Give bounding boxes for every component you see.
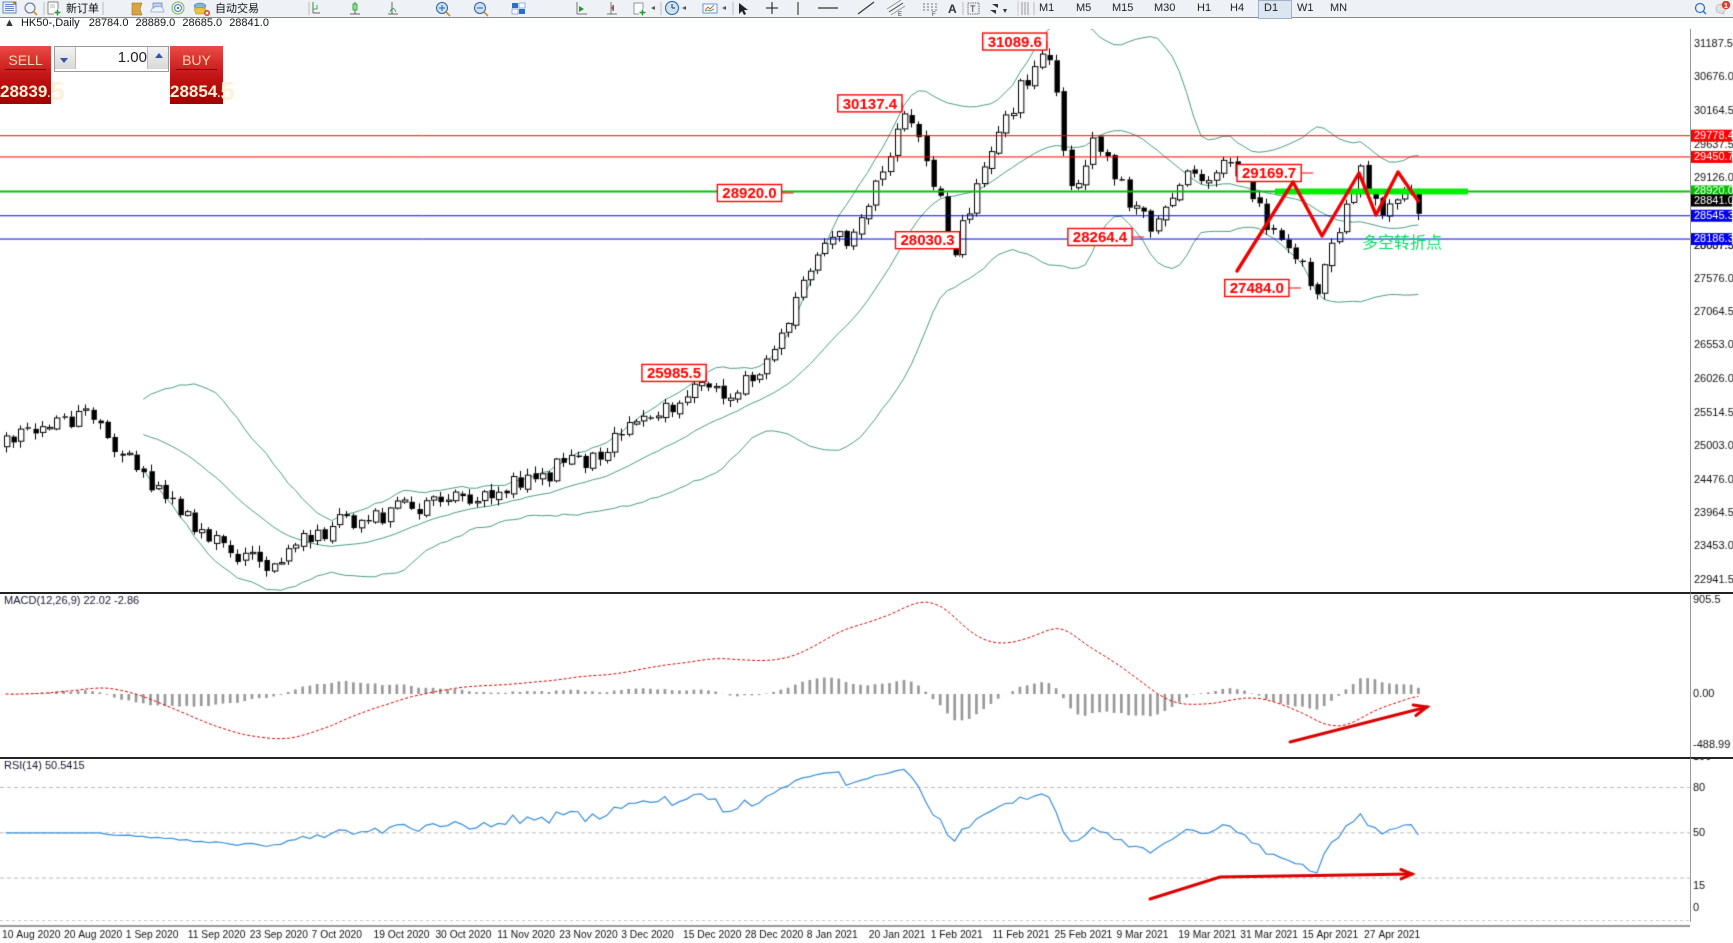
svg-text:A: A bbox=[948, 2, 957, 16]
svg-text:T: T bbox=[970, 4, 976, 14]
svg-text:1: 1 bbox=[1724, 3, 1728, 10]
svg-text:新订单: 新订单 bbox=[66, 1, 99, 15]
svg-text:F: F bbox=[932, 12, 936, 17]
svg-text:自动交易: 自动交易 bbox=[215, 1, 259, 15]
